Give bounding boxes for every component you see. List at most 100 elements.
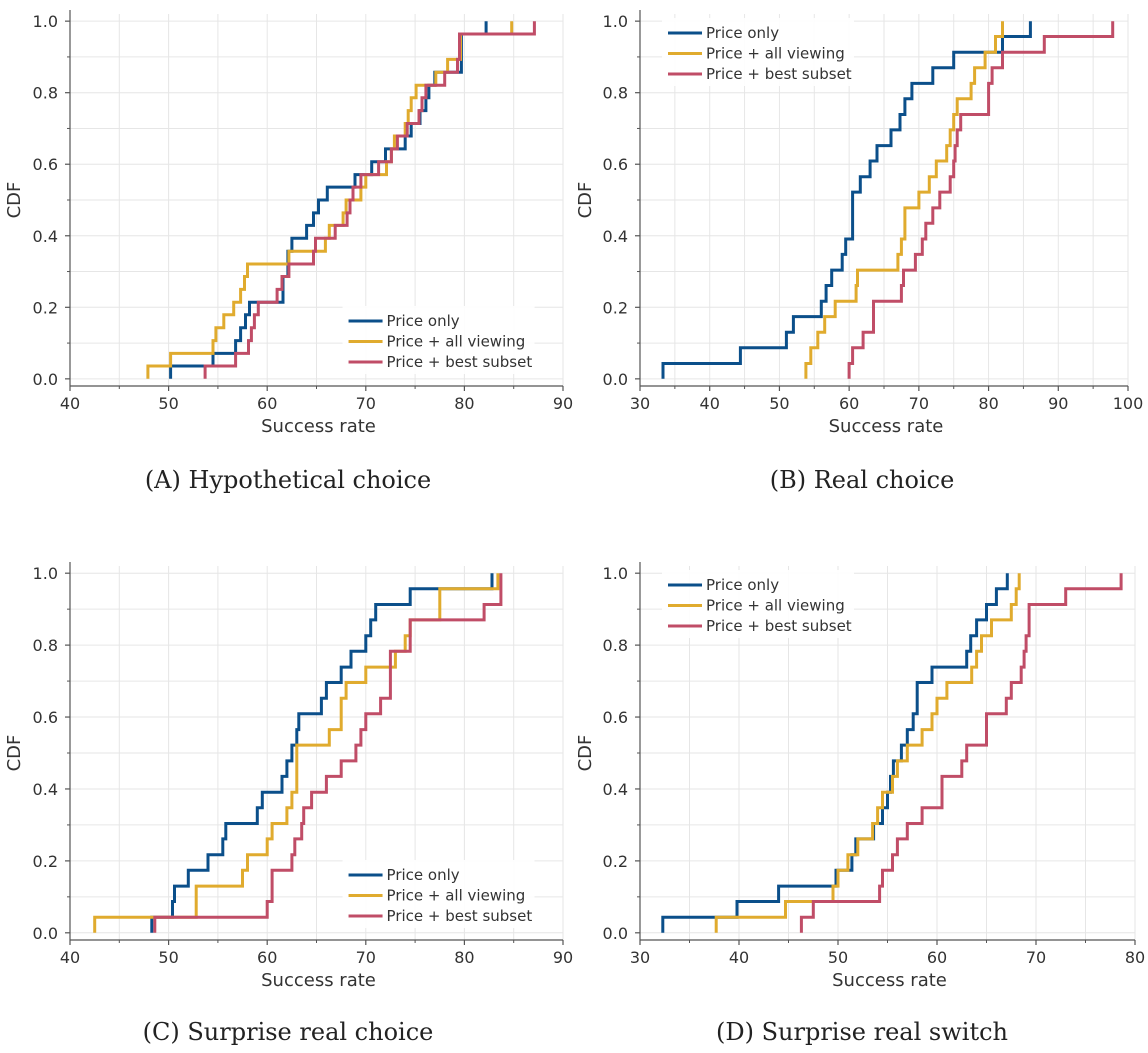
y-tick-label: 0.0: [33, 924, 58, 943]
y-tick-label: 0.6: [33, 708, 58, 727]
x-tick-label: 40: [60, 394, 80, 413]
panel-caption: (B) Real choice: [770, 466, 955, 494]
legend: Price only Price + all viewing Price + bes…: [342, 306, 535, 374]
series-lines: [661, 21, 1115, 379]
panel-caption: (A) Hypothetical choice: [145, 466, 431, 494]
y-tick-label: 0.8: [33, 636, 58, 655]
x-axis-label: Success rate: [832, 970, 947, 991]
legend-label-price-only: Price only: [387, 866, 460, 884]
y-tick-label: 0.0: [33, 370, 58, 389]
y-tick-label: 1.0: [33, 564, 58, 583]
legend: Price only Price + all viewing Price + bes…: [342, 860, 535, 928]
series-lines: [93, 573, 503, 933]
x-tick-label: 40: [700, 394, 720, 413]
x-axis-label: Success rate: [829, 416, 944, 437]
legend-label-price-best-subset: Price + best subset: [706, 617, 852, 635]
panel-caption: (C) Surprise real choice: [143, 1018, 434, 1046]
panel-caption-text: Surprise real switch: [762, 1018, 1008, 1046]
chart-panel-surprise-real-switch: 30 40 50 60 70 80 0.0 0.2 0.4 0.6 0.8 1.0 Success ra…: [575, 562, 1145, 1046]
x-tick-label: 70: [356, 948, 376, 967]
x-tick-label: 40: [60, 948, 80, 967]
caption-spacer: [754, 1018, 762, 1046]
y-tick-label: 0.2: [603, 298, 628, 317]
chart-panel-hypothetical-choice: 40 50 60 70 80 90 0.0 0.2 0.4 0.6 0.8 1.0 Success ra…: [4, 10, 573, 494]
y-tick-label: 0.0: [603, 370, 628, 389]
x-tick-label: 50: [769, 394, 789, 413]
chart-panel-surprise-real-choice: 40 50 60 70 80 90 0.0 0.2 0.4 0.6 0.8 1.0 Success ra…: [4, 562, 573, 1046]
y-tick-label: 0.4: [33, 780, 58, 799]
series-line-price-best-subset: [203, 21, 536, 379]
y-tick-label: 0.4: [33, 227, 58, 246]
legend-label-price-best-subset: Price + best subset: [387, 353, 533, 371]
series-line-price-best-subset: [153, 573, 503, 933]
x-tick-label: 60: [257, 948, 277, 967]
y-tick-label: 1.0: [33, 12, 58, 31]
x-tick-label: 70: [356, 394, 376, 413]
x-tick-label: 30: [630, 948, 650, 967]
series-lines: [661, 573, 1123, 933]
panel-label: (B): [770, 466, 806, 494]
panel-caption-text: Hypothetical choice: [189, 466, 432, 494]
y-tick-label: 0.4: [603, 780, 628, 799]
series-line-price-best-subset: [847, 21, 1115, 379]
series-line-price-all-viewing: [93, 573, 500, 933]
y-tick-label: 0.6: [33, 155, 58, 174]
x-tick-label: 50: [158, 948, 178, 967]
x-tick-label: 60: [257, 394, 277, 413]
y-tick-label: 0.0: [603, 924, 628, 943]
x-tick-label: 80: [454, 394, 474, 413]
x-axis-label: Success rate: [261, 970, 376, 991]
x-tick-label: 40: [729, 948, 749, 967]
y-tick-label: 0.8: [603, 636, 628, 655]
legend-label-price-all-viewing: Price + all viewing: [387, 887, 526, 905]
series-line-price-all-viewing: [146, 21, 514, 379]
x-axis-label: Success rate: [261, 416, 376, 437]
y-tick-label: 0.4: [603, 227, 628, 246]
chart-panel-real-choice: 30 40 50 60 70 80 90 100 0.0 0.2 0.4 0.6 0.8 1.0 Succe…: [575, 10, 1143, 494]
y-axis-label: CDF: [575, 182, 596, 219]
y-axis-label: CDF: [575, 735, 596, 772]
y-tick-label: 0.8: [33, 84, 58, 103]
x-tick-label: 50: [158, 394, 178, 413]
y-axis-label: CDF: [4, 735, 25, 772]
series-line-price-all-viewing: [804, 21, 1004, 379]
legend-label-price-only: Price only: [387, 312, 460, 330]
x-tick-label: 60: [839, 394, 859, 413]
y-tick-label: 0.6: [603, 155, 628, 174]
panel-label: (C): [143, 1018, 180, 1046]
x-tick-label: 70: [909, 394, 929, 413]
y-tick-label: 0.6: [603, 708, 628, 727]
x-tick-label: 80: [1125, 948, 1145, 967]
caption-spacer: [181, 466, 189, 494]
y-tick-label: 1.0: [603, 12, 628, 31]
x-tick-label: 90: [1048, 394, 1068, 413]
y-tick-label: 1.0: [603, 564, 628, 583]
series-line-price-best-subset: [799, 573, 1123, 933]
x-tick-label: 70: [1026, 948, 1046, 967]
caption-spacer: [180, 1018, 188, 1046]
legend-label-price-all-viewing: Price + all viewing: [387, 333, 526, 351]
series-line-price-all-viewing: [714, 573, 1021, 933]
panel-label: (A): [145, 466, 181, 494]
panel-caption-text: Real choice: [814, 466, 955, 494]
y-tick-label: 0.2: [603, 852, 628, 871]
series-lines: [146, 21, 536, 379]
legend-label-price-all-viewing: Price + all viewing: [706, 597, 845, 615]
legend-label-price-only: Price only: [706, 24, 779, 42]
panel-caption-text: Surprise real choice: [187, 1018, 433, 1046]
panel-caption: (D) Surprise real switch: [716, 1018, 1008, 1046]
x-tick-label: 60: [927, 948, 947, 967]
legend-label-price-best-subset: Price + best subset: [387, 907, 533, 925]
x-tick-label: 90: [553, 948, 573, 967]
y-axis-label: CDF: [4, 182, 25, 219]
x-tick-label: 100: [1113, 394, 1144, 413]
y-tick-label: 0.8: [603, 84, 628, 103]
caption-spacer: [806, 466, 814, 494]
x-tick-label: 80: [978, 394, 998, 413]
y-tick-label: 0.2: [33, 852, 58, 871]
legend-label-price-all-viewing: Price + all viewing: [706, 45, 845, 63]
panel-label: (D): [716, 1018, 754, 1046]
x-tick-label: 90: [553, 394, 573, 413]
x-tick-label: 80: [454, 948, 474, 967]
